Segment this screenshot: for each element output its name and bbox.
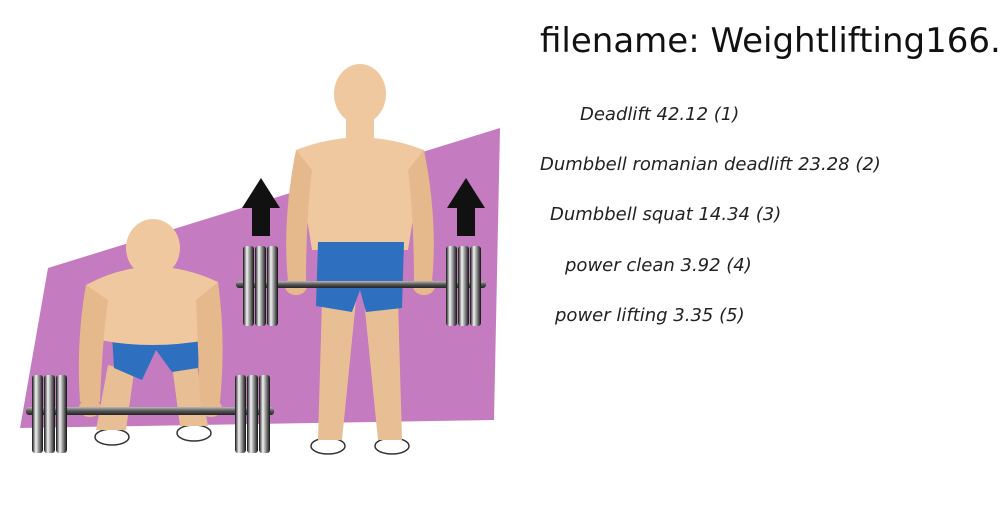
deadlift-illustration xyxy=(20,64,500,455)
up-arrow-icon xyxy=(447,178,485,236)
filename-title: filename: Weightlifting166.jpg xyxy=(540,21,1000,61)
prediction-item: Dumbbell squat 14.34 (3) xyxy=(550,204,782,225)
prediction-item: Deadlift 42.12 (1) xyxy=(580,104,740,125)
prediction-item: Dumbbell romanian deadlift 23.28 (2) xyxy=(540,154,881,175)
prediction-item: power lifting 3.35 (5) xyxy=(555,305,745,326)
bent-lifter-figure xyxy=(26,219,274,453)
standing-lifter-figure xyxy=(236,64,486,455)
prediction-item: power clean 3.92 (4) xyxy=(565,255,752,276)
up-arrow-icon xyxy=(242,178,280,236)
